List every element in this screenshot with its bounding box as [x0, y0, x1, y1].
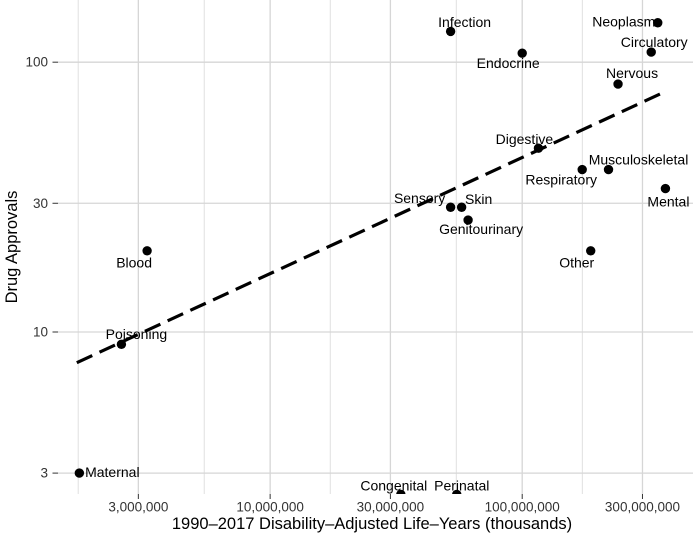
trend-dashed-line: [76, 89, 667, 365]
data-point: [646, 47, 656, 57]
x-tick-label: 3,000,000: [108, 500, 168, 515]
point-label: Endocrine: [477, 55, 540, 71]
point-label: Perinatal: [434, 477, 489, 493]
data-point: [116, 339, 127, 350]
major-gridlines: [58, 0, 693, 494]
y-axis-title: Drug Approvals: [3, 191, 21, 304]
data-point: [142, 246, 152, 256]
point-label: Infection: [438, 14, 491, 30]
data-point: [613, 79, 623, 89]
point-label: Skin: [465, 191, 492, 207]
trend-line-group: [76, 89, 667, 365]
y-tick-label: 10: [33, 325, 48, 340]
data-point: [577, 164, 587, 175]
data-point: [456, 202, 467, 212]
point-label: Nervous: [606, 65, 658, 81]
x-axis-title: 1990–2017 Disability–Adjusted Life–Years…: [172, 515, 572, 533]
data-point: [653, 18, 663, 28]
y-tick-label: 30: [33, 196, 48, 211]
x-tick-label: 10,000,000: [236, 500, 304, 515]
data-point: [517, 48, 527, 58]
data-point: [463, 215, 473, 225]
data-point: [452, 489, 462, 494]
point-label: Neoplasm: [592, 14, 655, 30]
point-label: Respiratory: [525, 171, 597, 187]
point-label: Mental: [647, 193, 689, 209]
point-label: Congenital: [360, 477, 427, 493]
point-label: Maternal: [85, 464, 139, 480]
y-tick-label: 100: [25, 55, 48, 70]
point-label: Sensory: [394, 190, 445, 206]
data-point: [586, 246, 596, 256]
axis-tick-marks: [52, 61, 643, 499]
data-point: [603, 164, 614, 175]
point-label: Genitourinary: [439, 221, 523, 237]
x-tick-label: 300,000,000: [605, 500, 680, 515]
data-point: [74, 468, 85, 478]
axis-tick-labels: 3,000,000 10,000,000 30,000,000 100,000,000…: [25, 55, 680, 515]
y-tick-label: 3: [40, 466, 48, 481]
point-label: Other: [559, 255, 594, 271]
point-label: Circulatory: [621, 34, 688, 50]
point-label: Musculoskeletal: [589, 151, 689, 167]
data-points-group: [74, 18, 671, 494]
x-tick-label: 100,000,000: [485, 500, 560, 515]
point-label: Poisoning: [106, 326, 168, 342]
data-point: [445, 202, 456, 212]
data-point: [660, 183, 671, 194]
point-label: Digestive: [496, 131, 554, 147]
data-point: [396, 489, 406, 494]
data-point: [533, 143, 544, 153]
point-labels-group: Maternal Poisoning Blood Congenital Infectio…: [85, 14, 689, 494]
x-tick-label: 30,000,000: [357, 500, 425, 515]
data-point: [445, 26, 456, 37]
point-label: Blood: [116, 255, 152, 271]
